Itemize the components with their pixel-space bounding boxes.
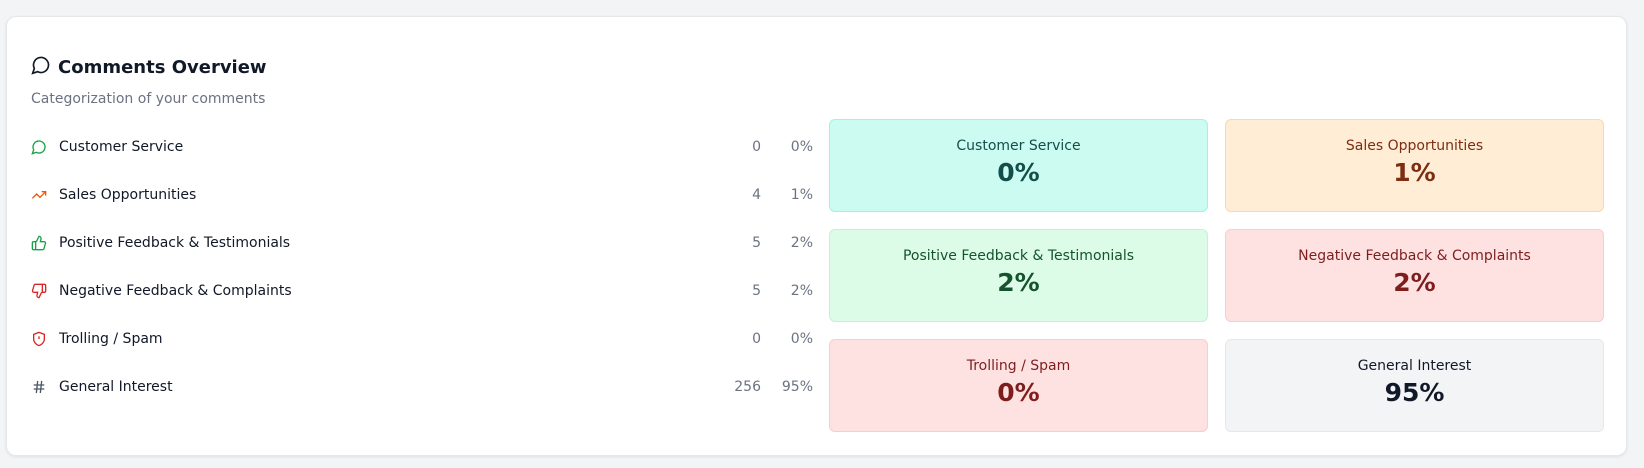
category-tile: Trolling / Spam 0% <box>829 339 1208 432</box>
tile-name: Positive Feedback & Testimonials <box>902 248 1135 264</box>
category-row: General Interest 256 95% <box>31 376 813 400</box>
tile-percent: 2% <box>1393 268 1436 297</box>
tile-name: Sales Opportunities <box>1345 138 1484 154</box>
category-name: Negative Feedback & Complaints <box>59 283 292 299</box>
category-name: Positive Feedback & Testimonials <box>59 235 291 251</box>
tile-name: Customer Service <box>956 138 1081 154</box>
category-row: Negative Feedback & Complaints 5 2% <box>31 280 813 304</box>
category-tile: General Interest 95% <box>1225 339 1604 432</box>
count: 5 <box>752 283 761 299</box>
category-row: Sales Opportunities 4 1% <box>31 184 813 208</box>
icon <box>31 283 47 299</box>
title: Comments Overview <box>58 57 267 78</box>
header-icon <box>31 56 50 75</box>
category-name: Trolling / Spam <box>59 331 163 347</box>
tile-percent: 1% <box>1393 158 1436 187</box>
subtitle: Categorization of your comments <box>31 91 266 107</box>
tile-name: Trolling / Spam <box>966 358 1071 374</box>
count: 5 <box>752 235 761 251</box>
percent: 95% <box>781 379 813 395</box>
tile-name: General Interest <box>1357 358 1472 374</box>
category-name: General Interest <box>59 379 173 395</box>
tile-percent: 95% <box>1384 378 1445 407</box>
tile-percent: 0% <box>997 378 1040 407</box>
category-tile: Customer Service 0% <box>829 119 1208 212</box>
icon <box>33 380 45 394</box>
icon <box>33 331 45 347</box>
category-tile: Sales Opportunities 1% <box>1225 119 1604 212</box>
category-name: Sales Opportunities <box>59 187 197 203</box>
category-name: Customer Service <box>59 139 184 155</box>
category-tile: Negative Feedback & Complaints 2% <box>1225 229 1604 322</box>
percent: 0% <box>790 331 813 347</box>
count: 0 <box>752 139 761 155</box>
icon <box>31 235 47 251</box>
tile-percent: 2% <box>997 268 1040 297</box>
percent: 2% <box>790 235 813 251</box>
count: 256 <box>734 379 761 395</box>
category-row: Trolling / Spam 0 0% <box>31 328 813 352</box>
percent: 0% <box>790 139 813 155</box>
overview-card: Comments Overview Categorization of your… <box>6 16 1627 456</box>
category-row: Positive Feedback & Testimonials 5 2% <box>31 232 813 256</box>
percent: 1% <box>790 187 813 203</box>
icon <box>31 140 46 155</box>
category-tile: Positive Feedback & Testimonials 2% <box>829 229 1208 322</box>
percent: 2% <box>790 283 813 299</box>
count: 4 <box>752 187 761 203</box>
category-row: Customer Service 0 0% <box>31 136 813 160</box>
count: 0 <box>752 331 761 347</box>
tile-percent: 0% <box>997 158 1040 187</box>
icon <box>31 191 47 199</box>
tile-name: Negative Feedback & Complaints <box>1298 248 1531 264</box>
